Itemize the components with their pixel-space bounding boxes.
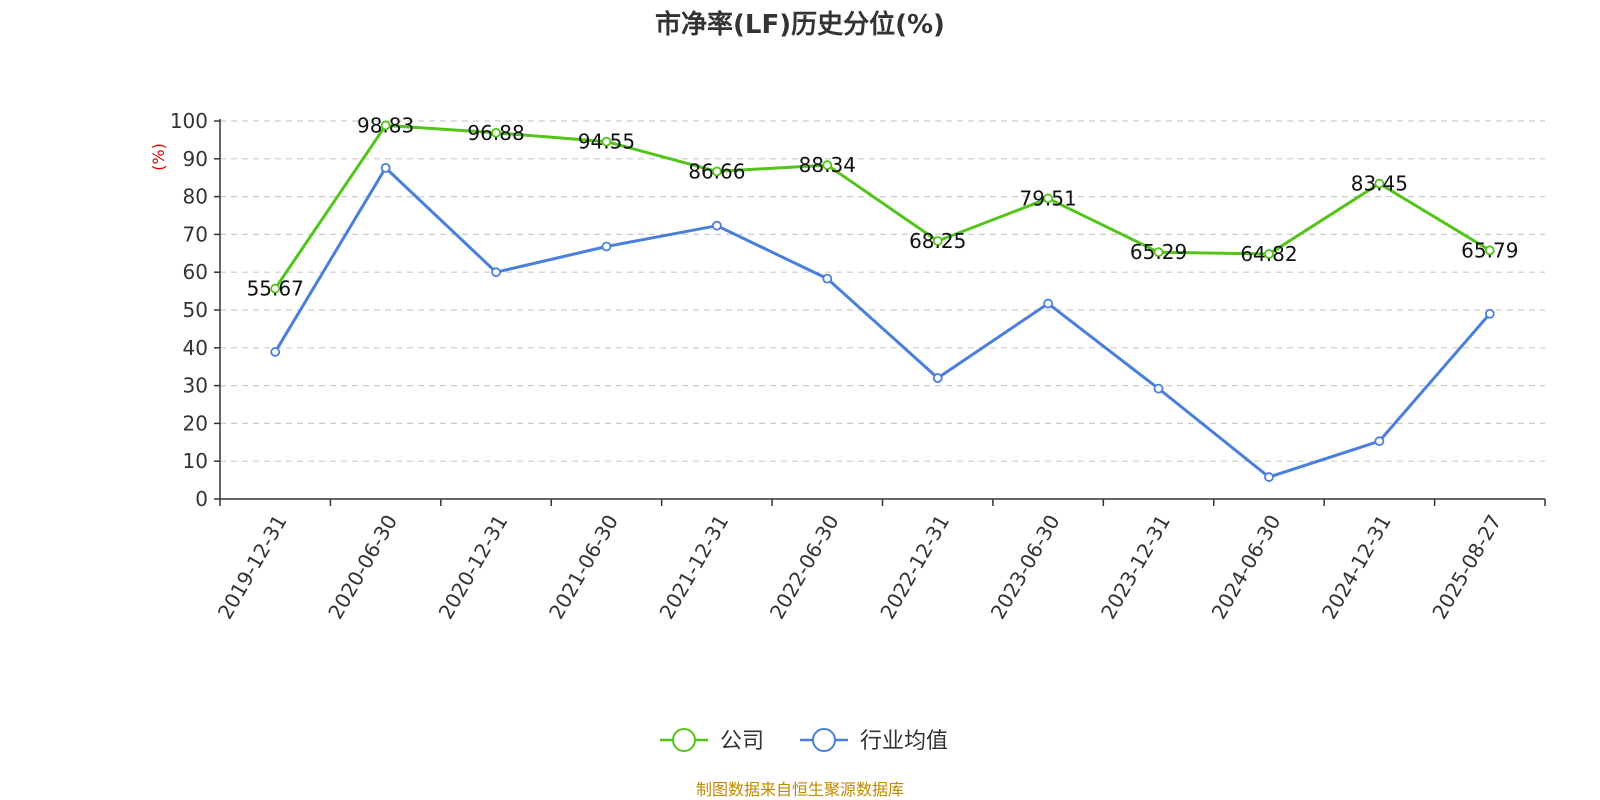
legend-label: 行业均值 (860, 729, 948, 754)
grid-lines (220, 120, 1545, 462)
data-label: 83.45 (1351, 172, 1408, 196)
legend-circle-icon (672, 728, 696, 752)
legend-item-1[interactable]: 行业均值 (800, 728, 948, 754)
legend[interactable]: 公司 行业均值 (660, 728, 948, 754)
data-point[interactable] (601, 136, 612, 147)
source-note: 制图数据来自恒生聚源数据库 (696, 780, 904, 799)
data-point[interactable] (822, 273, 833, 284)
data-label: 88.34 (799, 153, 856, 177)
legend-item-0[interactable]: 公司 (660, 728, 764, 754)
y-tick-label: 10 (183, 449, 208, 473)
legend-circle-icon (812, 728, 836, 752)
data-point[interactable] (1484, 245, 1495, 256)
data-point[interactable] (1374, 436, 1385, 447)
y-tick-label: 0 (195, 487, 208, 511)
series-line (273, 166, 1491, 479)
y-tick-label: 50 (183, 298, 208, 322)
data-label: 94.55 (578, 130, 635, 154)
x-tick-label: 2019-12-31 (213, 511, 292, 624)
y-tick-label: 40 (183, 336, 208, 360)
x-tick-label: 2023-12-31 (1096, 511, 1175, 624)
y-tick-label: 60 (183, 260, 208, 284)
data-label: 65.79 (1461, 238, 1518, 262)
data-label: 86.66 (688, 159, 745, 183)
data-point[interactable] (932, 373, 943, 383)
y-tick-label: 30 (183, 374, 208, 398)
data-point[interactable] (932, 236, 943, 246)
data-label: 98.83 (357, 113, 414, 137)
series-1 (270, 162, 1495, 482)
data-label: 79.51 (1019, 186, 1076, 210)
data-point[interactable] (711, 166, 722, 177)
series-lines (270, 120, 1495, 482)
x-tick-label: 2025-08-27 (1427, 511, 1506, 624)
data-point[interactable] (1484, 308, 1495, 319)
legend-label: 公司 (720, 729, 764, 754)
data-point[interactable] (380, 162, 391, 173)
data-label: 65.29 (1130, 240, 1187, 264)
x-tick-label: 2024-12-31 (1317, 511, 1396, 624)
y-tick-label: 90 (183, 147, 208, 171)
y-tick-label: 100 (170, 109, 208, 133)
series-0 (270, 120, 1495, 294)
data-labels: 55.67 98.83 96.88 94.55 86.66 88.34 68.25 79.51… (247, 113, 1519, 300)
data-point[interactable] (1043, 298, 1054, 309)
y-tick-label: 20 (183, 411, 208, 435)
data-point[interactable] (1153, 383, 1164, 394)
x-tick-label: 2022-12-31 (875, 510, 954, 623)
x-tick-label: 2020-12-31 (434, 510, 513, 623)
data-point[interactable] (1043, 193, 1054, 204)
data-label: 64.82 (1240, 242, 1297, 266)
x-tick-label: 2021-12-31 (654, 511, 733, 624)
data-label: 55.67 (247, 277, 304, 301)
x-tick-label: 2020-06-30 (323, 511, 402, 624)
y-tick-label: 70 (183, 222, 208, 246)
y-tick-label: 80 (183, 185, 208, 209)
data-point[interactable] (491, 127, 501, 138)
data-point[interactable] (1153, 247, 1164, 258)
x-tick-label: 2022-06-30 (765, 511, 844, 624)
data-point[interactable] (270, 347, 281, 357)
data-point[interactable] (711, 220, 722, 231)
x-tick-label: 2024-06-30 (1207, 511, 1286, 624)
data-label: 96.88 (467, 121, 524, 145)
chart-title: 市净率(LF)历史分位(%) (655, 9, 945, 40)
x-tick-label: 2023-06-30 (986, 511, 1065, 624)
data-point[interactable] (491, 267, 501, 278)
data-point[interactable] (822, 160, 833, 170)
y-axis-unit-label: (%) (149, 143, 168, 171)
series-line (273, 123, 1491, 290)
data-point[interactable] (1264, 249, 1274, 259)
data-point[interactable] (1374, 178, 1385, 189)
data-point[interactable] (270, 283, 281, 294)
data-point[interactable] (380, 120, 391, 131)
data-point[interactable] (601, 241, 612, 252)
data-point[interactable] (1264, 472, 1274, 482)
data-label: 68.25 (909, 229, 966, 253)
x-tick-label: 2021-06-30 (544, 511, 623, 624)
